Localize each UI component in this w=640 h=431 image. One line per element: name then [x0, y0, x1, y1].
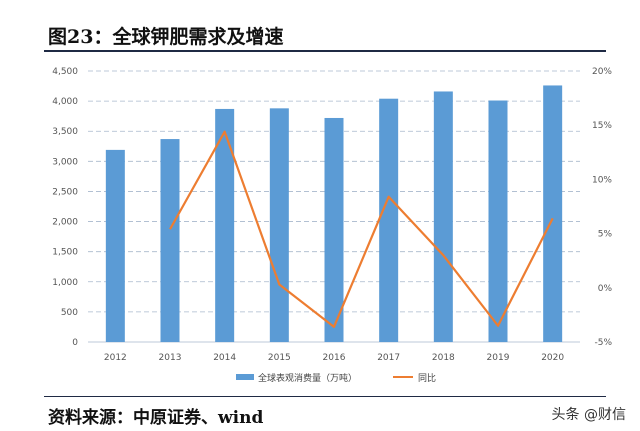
title-underline [44, 50, 606, 52]
bar [324, 117, 344, 343]
legend-swatch-bar [236, 374, 254, 380]
chart-title: 图23：全球钾肥需求及增速 [48, 26, 284, 48]
left-tick-label: 1,500 [52, 248, 78, 258]
right-tick-label: 0% [598, 284, 613, 294]
source-note: 资料来源：中原证券、wind [48, 408, 264, 428]
left-tick-label: 2,000 [52, 218, 78, 228]
x-tick-label: 2012 [104, 353, 127, 363]
x-tick-label: 2016 [323, 353, 346, 363]
left-tick-label: 2,500 [52, 187, 78, 197]
right-tick-label: 10% [592, 175, 612, 185]
source-divider [44, 396, 606, 397]
left-tick-label: 500 [61, 308, 78, 318]
x-axis-ticks: 2012 2013 2014 2015 2016 2017 2018 2019 2020 [104, 353, 565, 363]
right-tick-label: 15% [592, 121, 612, 131]
bar [379, 98, 399, 342]
watermark: 头条 @财信 [551, 407, 626, 423]
right-tick-label: -5% [594, 338, 612, 348]
left-tick-label: 4,500 [52, 67, 78, 77]
bar [488, 100, 508, 343]
right-tick-label: 20% [592, 67, 612, 77]
bar-series [105, 85, 563, 343]
legend-label-line: 同比 [418, 372, 436, 384]
left-tick-label: 3,000 [52, 157, 78, 167]
bar [215, 108, 235, 342]
right-tick-label: 5% [598, 230, 613, 240]
left-tick-label: 3,500 [52, 127, 78, 137]
x-tick-label: 2019 [487, 353, 510, 363]
x-tick-label: 2013 [159, 353, 182, 363]
x-tick-label: 2014 [213, 353, 236, 363]
line-series [169, 130, 554, 328]
x-tick-label: 2020 [541, 353, 564, 363]
yoy-line [169, 130, 554, 328]
legend-label-bar: 全球表观消费量（万吨） [258, 372, 357, 384]
bar [105, 149, 125, 342]
x-tick-label: 2017 [377, 353, 400, 363]
x-tick-label: 2015 [268, 353, 291, 363]
left-axis-ticks: 0 500 1,000 1,500 2,000 2,500 3,000 3,500 4,000 4… [52, 67, 78, 348]
bar [269, 108, 289, 343]
bar [160, 139, 180, 342]
left-tick-label: 0 [72, 338, 78, 348]
bar [543, 85, 563, 342]
x-tick-label: 2018 [432, 353, 455, 363]
left-tick-label: 4,000 [52, 97, 78, 107]
left-tick-label: 1,000 [52, 278, 78, 288]
right-axis-ticks: -5% 0% 5% 10% 15% 20% [592, 67, 612, 348]
legend: 全球表观消费量（万吨） 同比 [236, 372, 436, 384]
bar [433, 91, 453, 342]
